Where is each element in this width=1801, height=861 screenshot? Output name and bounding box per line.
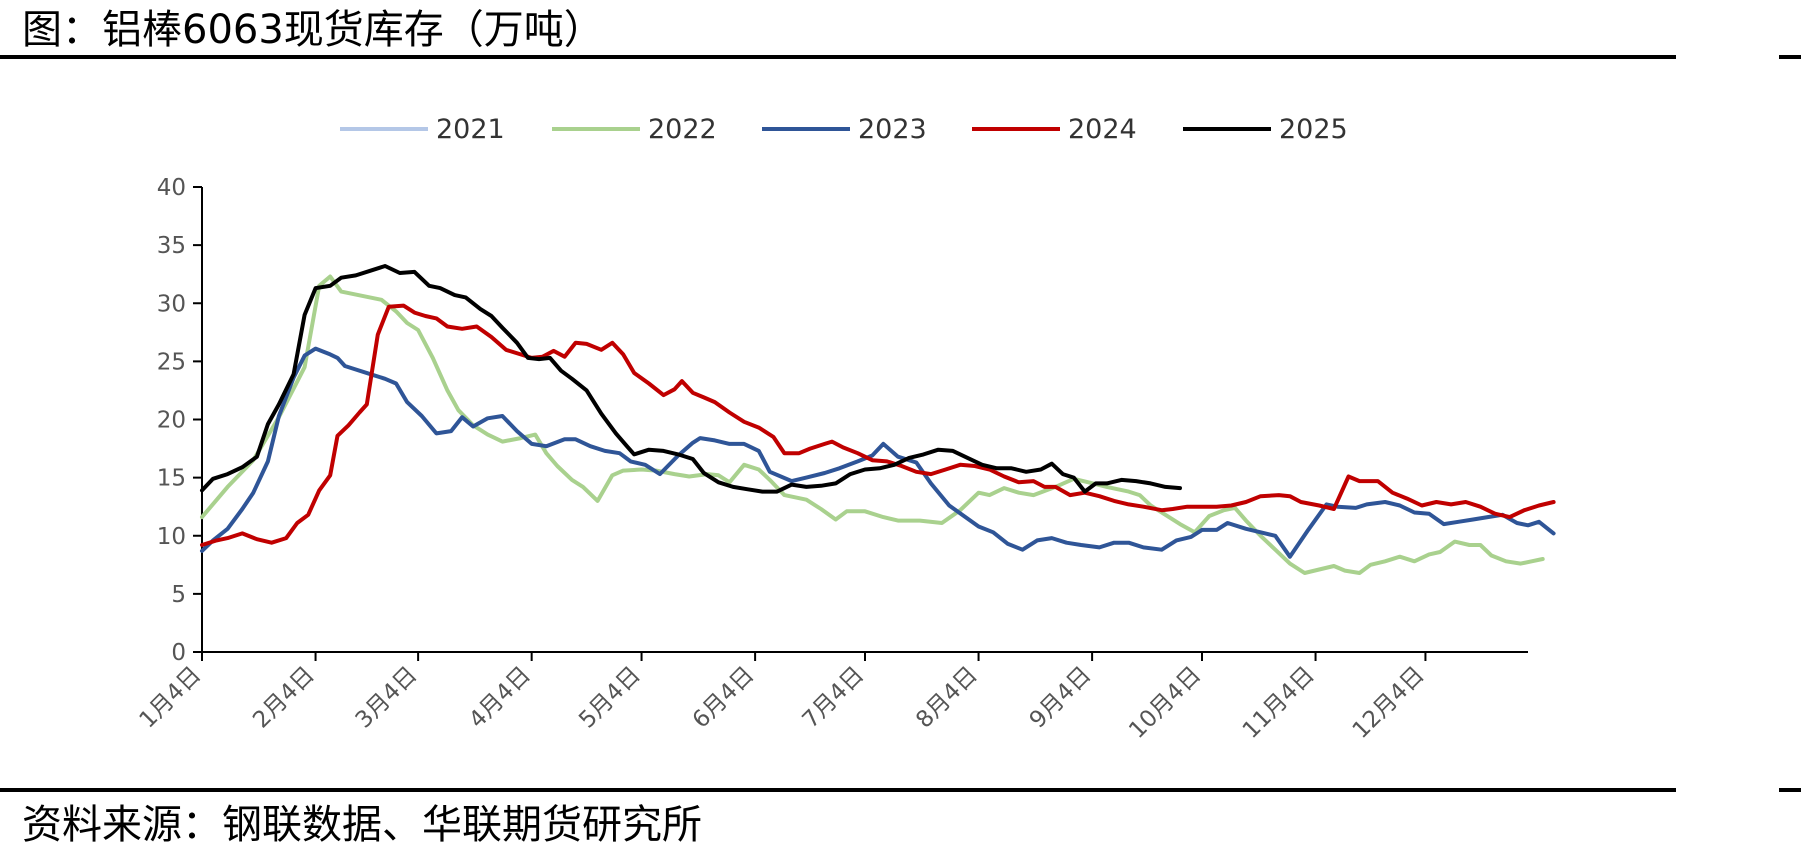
x-tick-label: 4月4日 xyxy=(464,662,536,734)
y-tick-label: 30 xyxy=(157,291,186,317)
legend-label-2024: 2024 xyxy=(1068,114,1137,145)
y-tick-label: 25 xyxy=(157,349,186,375)
series-lines xyxy=(200,264,1556,575)
x-tick-label: 12月4日 xyxy=(1348,662,1430,744)
bottom-rule xyxy=(0,788,1676,792)
x-tick-label: 2月4日 xyxy=(248,662,320,734)
x-tick-label: 5月4日 xyxy=(574,662,646,734)
chart-legend: 2021 2022 2023 2024 2025 xyxy=(340,114,1348,145)
x-tick-label: 6月4日 xyxy=(688,662,760,734)
series-line-2022 xyxy=(200,274,1545,575)
x-tick-label: 10月4日 xyxy=(1124,662,1206,744)
x-tick-label: 8月4日 xyxy=(911,662,983,734)
x-tick-label: 3月4日 xyxy=(351,662,423,734)
y-tick-label: 0 xyxy=(171,640,186,666)
y-axis: 0 5 10 15 20 25 30 35 40 xyxy=(157,175,203,666)
series-line-2025 xyxy=(200,264,1182,494)
figure-title: 图：铝棒6063现货库存（万吨） xyxy=(22,7,604,53)
series-line-2024 xyxy=(200,303,1556,547)
y-tick-label: 40 xyxy=(157,175,186,201)
top-rule-stub xyxy=(1779,55,1801,59)
x-axis: 1月4日 2月4日 3月4日 4月4日 5月4日 6月4日 7月4日 8月4日 9月4日 10月4… xyxy=(135,651,1528,744)
bottom-rule-stub xyxy=(1779,788,1801,792)
legend-label-2023: 2023 xyxy=(858,114,927,145)
y-tick-label: 20 xyxy=(157,408,186,434)
y-tick-label: 35 xyxy=(157,233,186,259)
x-tick-label: 1月4日 xyxy=(135,662,207,734)
legend-label-2022: 2022 xyxy=(648,114,717,145)
x-tick-label: 7月4日 xyxy=(798,662,870,734)
legend-label-2025: 2025 xyxy=(1279,114,1348,145)
series-line-2023 xyxy=(200,346,1556,559)
y-tick-label: 5 xyxy=(171,582,186,608)
x-tick-label: 9月4日 xyxy=(1025,662,1097,734)
y-tick-label: 10 xyxy=(157,524,186,550)
source-note: 资料来源：钢联数据、华联期货研究所 xyxy=(22,802,702,848)
y-tick-label: 15 xyxy=(157,466,186,492)
top-rule xyxy=(0,55,1676,59)
legend-label-2021: 2021 xyxy=(436,114,505,145)
x-tick-label: 11月4日 xyxy=(1238,662,1320,744)
